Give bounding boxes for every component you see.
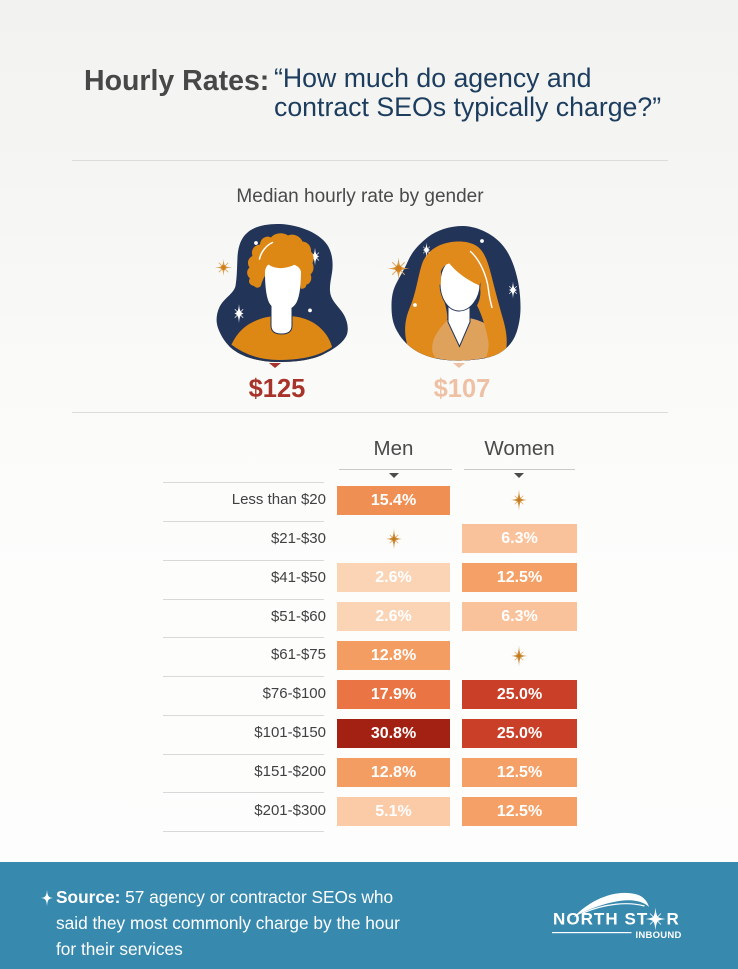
svg-text:NORTH ST: NORTH ST: [553, 910, 648, 929]
svg-text:INBOUND: INBOUND: [636, 930, 682, 941]
svg-text:R: R: [667, 910, 679, 929]
